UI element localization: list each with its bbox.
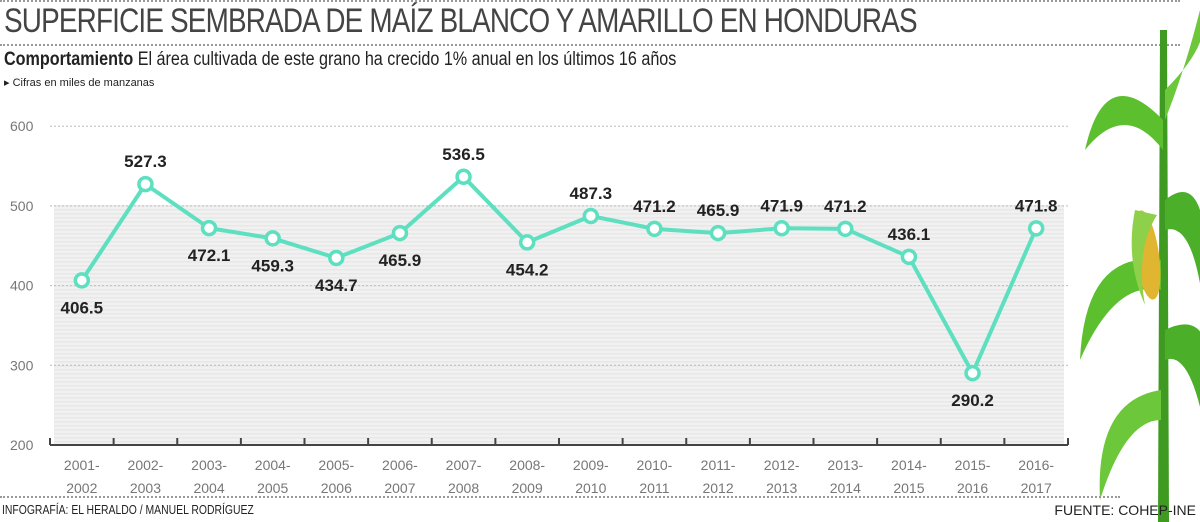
chart-title: SUPERFICIE SEMBRADA DE MAÍZ BLANCO Y AMA… (4, 2, 918, 40)
x-tick-label: 2013 (766, 480, 797, 496)
data-point (264, 230, 281, 247)
data-point (73, 272, 91, 289)
x-tick-label: 2015- (955, 457, 991, 473)
x-tick-label: 2002 (66, 480, 97, 496)
x-tick-label: 2016 (957, 480, 988, 496)
data-label: 465.9 (379, 251, 422, 270)
x-tick-label: 2001- (64, 457, 100, 473)
x-tick-label: 2014 (830, 480, 861, 496)
data-point (1027, 220, 1045, 237)
x-tick-label: 2017 (1021, 480, 1052, 496)
data-label: 527.3 (124, 152, 167, 171)
data-point (455, 168, 472, 186)
divider (0, 496, 1120, 498)
x-tick-label: 2003- (191, 457, 227, 473)
x-tick-label: 2015 (893, 480, 924, 496)
data-label: 406.5 (61, 298, 104, 317)
divider (0, 44, 1180, 46)
credit: INFOGRAFÍA: EL HERALDO / MANUEL RODRÍGUE… (2, 502, 254, 517)
chart-subtitle: Comportamiento El área cultivada de este… (4, 49, 676, 71)
data-point (709, 224, 727, 242)
data-point (137, 175, 154, 193)
x-tick-label: 2007 (384, 480, 415, 496)
data-point (582, 207, 600, 225)
x-tick-label: 2016- (1018, 457, 1054, 473)
x-tick-label: 2012- (764, 457, 800, 473)
subtitle-bold: Comportamiento (4, 49, 134, 70)
data-label: 536.5 (442, 145, 485, 164)
x-tick-label: 2010 (575, 480, 606, 496)
series-line (80, 174, 1039, 376)
data-label: 471.9 (760, 196, 803, 215)
x-tick-label: 2007- (446, 457, 482, 473)
data-point (837, 220, 854, 238)
x-tick-label: 2012 (702, 480, 733, 496)
x-tick-label: 2005- (318, 457, 354, 473)
data-point (328, 249, 345, 267)
x-tick-label: 2005 (257, 480, 288, 496)
data-point (900, 248, 918, 266)
data-point (773, 220, 790, 237)
corn-plant-illustration (1080, 10, 1200, 522)
y-tick-label: 400 (10, 278, 34, 294)
data-point (200, 219, 218, 237)
subtitle-text: El área cultivada de este grano ha creci… (137, 49, 677, 70)
data-label: 465.9 (697, 201, 740, 220)
x-tick-label: 2010- (637, 457, 673, 473)
x-tick-label: 2006- (382, 457, 418, 473)
x-tick-label: 2011 (639, 480, 669, 496)
source: FUENTE: COHEP-INE (1054, 502, 1196, 518)
x-tick-label: 2003 (130, 480, 161, 496)
data-label: 436.1 (888, 225, 931, 244)
data-label: 459.3 (251, 256, 294, 275)
data-label: 487.3 (570, 184, 613, 203)
data-label: 454.2 (506, 260, 549, 279)
x-tick-label: 2013- (827, 457, 863, 473)
y-tick-label: 500 (10, 198, 34, 214)
units-note: ▸ Cifras en miles de manzanas (4, 77, 155, 89)
x-tick-label: 2006 (321, 480, 352, 496)
x-tick-label: 2014- (891, 457, 927, 473)
data-point (964, 364, 981, 382)
data-point (646, 220, 663, 238)
data-label: 471.2 (633, 197, 676, 216)
data-label: 472.1 (188, 246, 231, 265)
data-point (518, 234, 536, 251)
x-tick-label: 2011- (701, 457, 736, 473)
y-tick-label: 300 (10, 357, 34, 373)
data-label: 434.7 (315, 276, 358, 295)
data-label: 290.2 (951, 391, 994, 410)
data-label: 471.8 (1015, 196, 1058, 215)
data-label: 471.2 (824, 197, 867, 216)
y-tick-label: 200 (10, 437, 34, 453)
x-tick-label: 2008- (509, 457, 545, 473)
divider (0, 0, 1180, 2)
y-tick-label: 600 (10, 118, 34, 134)
x-tick-label: 2009 (512, 480, 543, 496)
x-tick-label: 2009- (573, 457, 609, 473)
x-tick-label: 2004 (193, 480, 224, 496)
x-tick-label: 2008 (448, 480, 479, 496)
data-point (391, 224, 409, 242)
x-tick-label: 2002- (128, 457, 164, 473)
x-tick-label: 2004- (255, 457, 291, 473)
